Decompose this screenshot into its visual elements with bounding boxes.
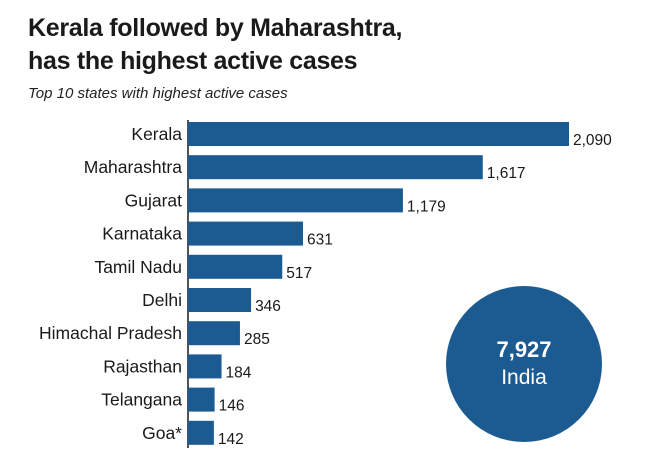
category-label: Rajasthan — [103, 356, 182, 376]
value-label: 1,179 — [407, 198, 446, 215]
category-label: Maharashtra — [84, 157, 183, 177]
bar — [188, 354, 222, 379]
category-label: Karnataka — [102, 224, 182, 244]
bar — [188, 188, 403, 213]
value-label: 184 — [226, 364, 252, 381]
chart-title-line-1: Kerala followed by Maharashtra, — [28, 14, 403, 42]
india-total-label: India — [501, 366, 547, 389]
value-label: 146 — [219, 398, 245, 415]
bar — [188, 221, 304, 246]
value-label: 1,617 — [487, 165, 526, 182]
bar — [188, 420, 214, 445]
bar — [188, 321, 240, 346]
bar — [188, 254, 283, 279]
bar — [188, 155, 483, 180]
chart-title-line-2: has the highest active cases — [28, 47, 358, 75]
value-label: 142 — [218, 431, 244, 448]
india-total-badge: 7,927 India — [446, 286, 602, 442]
category-label: Telangana — [101, 390, 182, 410]
category-label: Himachal Pradesh — [39, 323, 182, 343]
category-label: Gujarat — [125, 190, 183, 210]
bar — [188, 387, 215, 412]
value-label: 2,090 — [573, 132, 612, 149]
bar — [188, 122, 569, 146]
chart-title: Kerala followed by Maharashtra, has the … — [28, 12, 402, 78]
category-label: Kerala — [131, 124, 182, 144]
category-label: Goa* — [142, 423, 182, 443]
chart-subtitle: Top 10 states with highest active cases — [28, 85, 288, 102]
value-label: 517 — [286, 265, 312, 282]
bar — [188, 288, 252, 312]
value-label: 346 — [255, 298, 281, 315]
category-label: Delhi — [142, 290, 182, 310]
category-label: Tamil Nadu — [94, 257, 182, 277]
value-label: 285 — [244, 331, 270, 348]
value-label: 631 — [307, 232, 333, 249]
india-total-value: 7,927 — [496, 337, 552, 362]
